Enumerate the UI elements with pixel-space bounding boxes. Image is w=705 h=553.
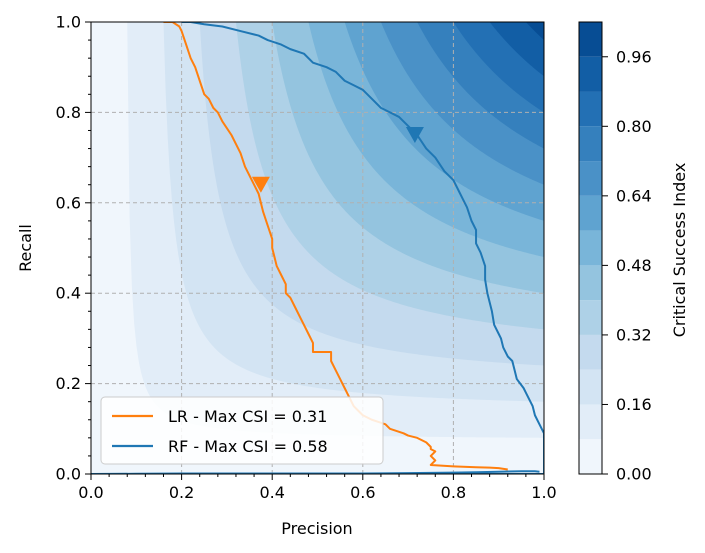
y-tick-label-4: 0.8	[56, 103, 81, 122]
colorbar: 0.00 0.16 0.32 0.48 0.64 0.80 0.96	[578, 21, 652, 484]
colorbar-tick-label-2: 0.32	[616, 325, 652, 344]
colorbar-segment-11	[579, 56, 602, 92]
y-axis: 0.0 0.2 0.4 0.6 0.8 1.0	[56, 13, 91, 484]
colorbar-segment-0	[579, 439, 602, 474]
colorbar-tick-label-1: 0.16	[616, 395, 652, 414]
max-csi-marker-1	[405, 127, 424, 143]
legend: LR - Max CSI = 0.31 RF - Max CSI = 0.58	[100, 396, 384, 465]
y-tick-label-1: 0.2	[56, 374, 81, 393]
x-tick-label-2: 0.4	[259, 483, 284, 502]
colorbar-tick-label-5: 0.80	[616, 117, 652, 136]
plot-frame	[90, 21, 545, 475]
y-axis-label: Recall	[16, 224, 35, 272]
colorbar-segment-3	[579, 334, 602, 370]
y-tick-label-5: 1.0	[56, 13, 81, 32]
colorbar-segment-7	[579, 195, 602, 231]
colorbar-segment-1	[579, 404, 602, 440]
legend-box	[100, 396, 384, 465]
colorbar-tick-label-4: 0.64	[616, 186, 652, 205]
x-tick-label-4: 0.8	[441, 483, 466, 502]
csi-band-11	[489, 22, 544, 77]
colorbar-segment-5	[579, 265, 602, 301]
x-tick-label-0: 0.0	[78, 483, 103, 502]
colorbar-tick-label-3: 0.48	[616, 256, 652, 275]
csi-band-12	[525, 22, 544, 41]
plot-area: 0.0 0.2 0.4 0.6 0.8 1.0 0.0 0.2 0.4 0.6 0.8 1.0 Pr…	[16, 13, 557, 539]
colorbar-tick-label-0: 0.00	[616, 465, 652, 484]
y-tick-label-2: 0.4	[56, 284, 81, 303]
x-axis-label: Precision	[281, 519, 352, 538]
colorbar-segment-4	[579, 300, 602, 335]
legend-label-0: LR - Max CSI = 0.31	[168, 407, 327, 426]
csi-contour-fill	[91, 22, 544, 474]
colorbar-label: Critical Success Index	[670, 163, 689, 338]
x-tick-label-1: 0.2	[169, 483, 194, 502]
colorbar-segment-9	[579, 126, 602, 162]
colorbar-segment-8	[579, 161, 602, 196]
colorbar-segment-10	[579, 91, 602, 127]
max-csi-marker-0	[251, 176, 270, 193]
colorbar-segment-2	[579, 369, 602, 405]
x-tick-label-5: 1.0	[531, 483, 556, 502]
x-axis: 0.0 0.2 0.4 0.6 0.8 1.0	[78, 474, 557, 502]
colorbar-frame	[578, 21, 603, 475]
colorbar-segment-12	[579, 22, 602, 57]
colorbar-segment-6	[579, 230, 602, 266]
series-line-0	[163, 22, 508, 471]
y-tick-label-3: 0.6	[56, 193, 81, 212]
y-tick-label-0: 0.0	[56, 465, 81, 484]
colorbar-tick-label-6: 0.96	[616, 47, 652, 66]
x-tick-label-3: 0.6	[350, 483, 375, 502]
legend-label-1: RF - Max CSI = 0.58	[168, 437, 328, 456]
